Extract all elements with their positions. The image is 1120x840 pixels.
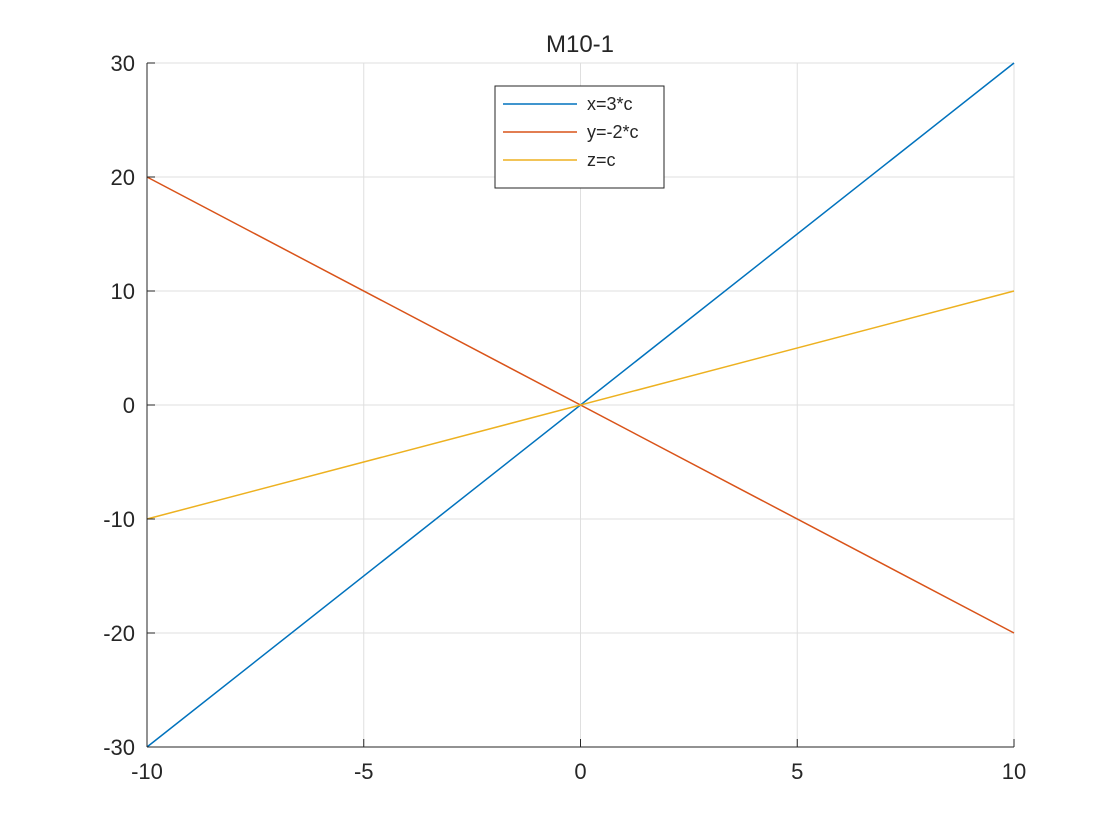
axes: [146, 62, 1015, 748]
chart-title: M10-1: [546, 31, 614, 58]
x-tick-label: 0: [574, 759, 586, 784]
y-tick-label: -30: [103, 735, 135, 760]
x-tick-label: -5: [354, 759, 374, 784]
series-layer: [146, 62, 1015, 748]
x-tick-label: 10: [1002, 759, 1026, 784]
y-tick-label: -20: [103, 621, 135, 646]
y-tick-label: 10: [111, 279, 135, 304]
legend-label-3: z=c: [587, 150, 616, 170]
legend: x=3*c y=-2*c z=c: [494, 85, 665, 189]
series-line-3: [146, 290, 1015, 520]
y-tick-label: 20: [111, 165, 135, 190]
x-tick-label: -10: [131, 759, 163, 784]
y-tick-label: -10: [103, 507, 135, 532]
y-tick-label: 30: [111, 51, 135, 76]
legend-label-1: x=3*c: [587, 94, 633, 114]
legend-box: [494, 85, 665, 189]
tick-labels: -10 -5 0 5 10 -30 -20 -10 0 10 20 30: [103, 51, 1026, 784]
y-tick-label: 0: [123, 393, 135, 418]
x-tick-label: 5: [791, 759, 803, 784]
legend-label-2: y=-2*c: [587, 122, 639, 142]
